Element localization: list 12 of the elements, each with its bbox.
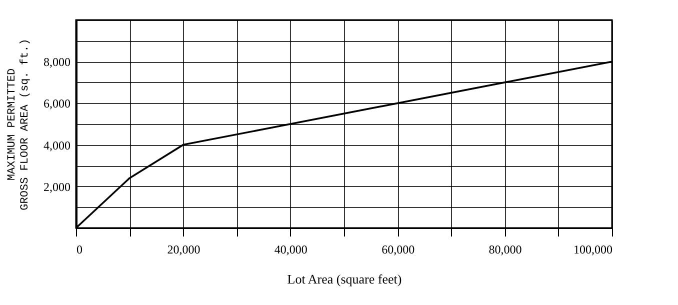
x-tick-label: 80,000 bbox=[488, 242, 522, 256]
x-axis-title: Lot Area (square feet) bbox=[287, 272, 402, 286]
y-tick-label: 8,000 bbox=[44, 55, 70, 70]
y-tick-label: 4,000 bbox=[44, 138, 70, 152]
x-tick-label: 60,000 bbox=[382, 242, 415, 256]
x-tick-label: 20,000 bbox=[167, 242, 200, 256]
y-tick-label: 6,000 bbox=[44, 96, 70, 111]
x-tick-label: 0 bbox=[76, 242, 82, 256]
x-tick-label: 40,000 bbox=[274, 242, 308, 256]
x-tick-label: 100,000 bbox=[574, 242, 612, 256]
y-axis-title: MAXIMUM PERMITTED GROSS FLOOR AREA (sq. ft.) bbox=[6, 38, 32, 210]
y-tick-label: 2,000 bbox=[44, 180, 70, 194]
